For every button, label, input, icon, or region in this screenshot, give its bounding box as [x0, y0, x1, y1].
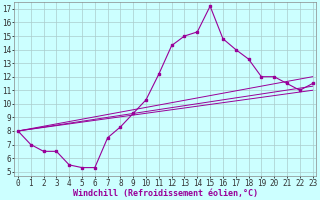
X-axis label: Windchill (Refroidissement éolien,°C): Windchill (Refroidissement éolien,°C)	[73, 189, 258, 198]
